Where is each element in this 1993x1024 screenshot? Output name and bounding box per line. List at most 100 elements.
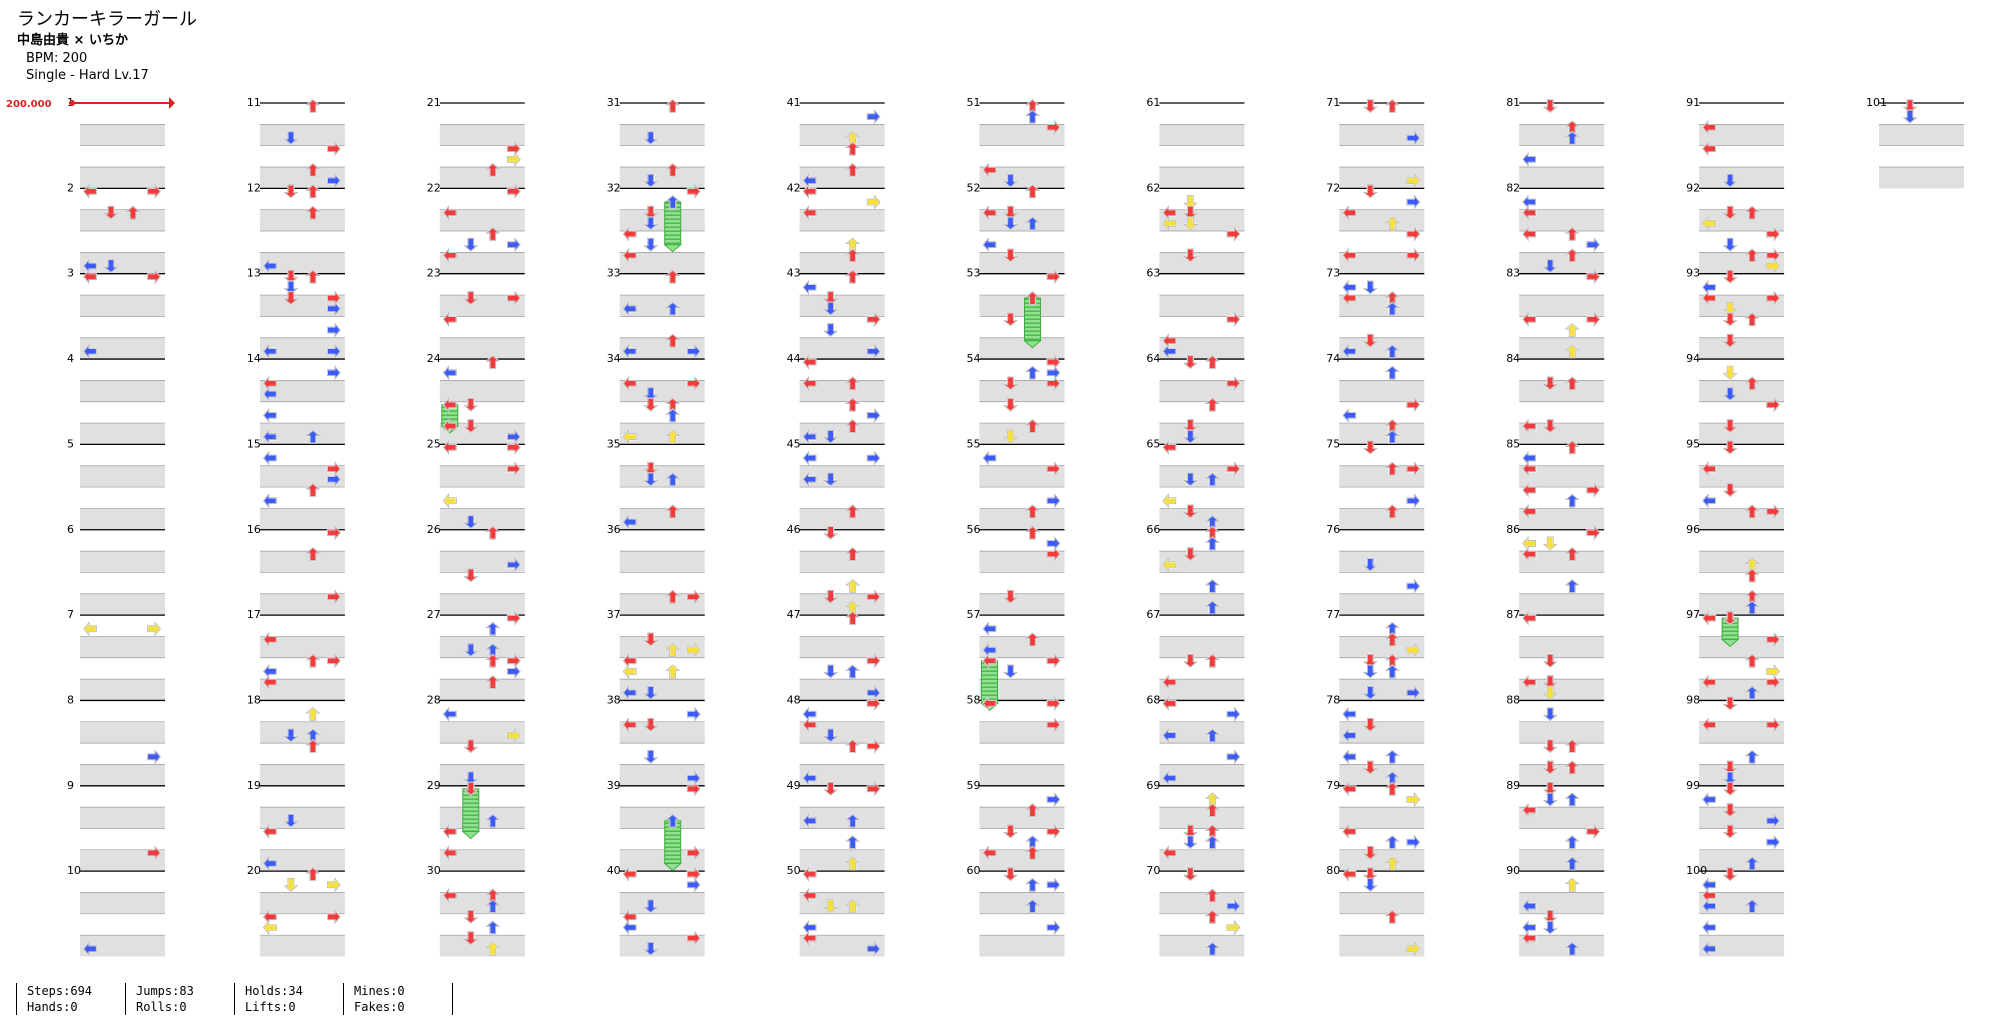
left-arrow-icon: [802, 920, 817, 935]
measure-number: 7: [67, 608, 74, 621]
measure-number: 15: [247, 437, 261, 450]
measure: [1699, 699, 1785, 786]
right-arrow-icon: [506, 290, 521, 306]
measure-number: 43: [787, 267, 801, 280]
right-arrow-icon: [326, 589, 341, 605]
right-arrow-icon: [686, 344, 701, 359]
measure: [1699, 443, 1785, 530]
up-arrow-icon: [665, 194, 681, 210]
up-arrow-icon: [1564, 856, 1580, 871]
right-arrow-icon: [1406, 194, 1421, 210]
down-arrow-icon: [1362, 440, 1378, 455]
left-arrow-icon: [1701, 493, 1717, 509]
measure: [619, 102, 705, 189]
left-arrow-icon: [1162, 674, 1177, 690]
down-arrow-icon: [643, 216, 659, 231]
measure: [80, 358, 165, 445]
left-arrow-icon: [802, 706, 817, 722]
down-arrow-icon: [283, 130, 299, 146]
measure: [619, 273, 705, 360]
left-arrow-icon: [262, 493, 277, 509]
left-arrow-icon: [1522, 461, 1537, 477]
left-arrow-icon: [802, 205, 817, 221]
left-arrow-icon: [1342, 205, 1357, 221]
right-arrow-icon: [506, 461, 521, 477]
left-arrow-icon: [1701, 674, 1717, 690]
up-arrow-icon: [485, 162, 501, 178]
left-arrow-icon: [1342, 248, 1357, 263]
right-arrow-icon: [1046, 653, 1061, 669]
up-arrow-icon: [1205, 941, 1220, 956]
stat-steps: Steps:694: [27, 984, 93, 998]
measure-number: 28: [427, 693, 441, 706]
right-arrow-icon: [1406, 493, 1421, 509]
down-arrow-icon: [1722, 760, 1738, 775]
up-arrow-icon: [665, 162, 681, 178]
down-arrow-icon: [643, 472, 659, 487]
measure-number: 25: [427, 437, 441, 450]
right-arrow-icon: [686, 184, 701, 199]
right-arrow-icon: [866, 408, 881, 423]
right-arrow-icon: [1226, 312, 1241, 327]
measure: [1519, 614, 1605, 701]
left-arrow-icon: [442, 440, 457, 455]
left-arrow-icon: [82, 344, 98, 359]
right-arrow-icon: [506, 610, 521, 626]
left-arrow-icon: [262, 408, 277, 423]
left-arrow-icon: [442, 888, 457, 903]
up-arrow-icon: [1564, 760, 1580, 775]
left-arrow-icon: [802, 813, 817, 829]
right-arrow-icon: [866, 344, 881, 359]
measure: [439, 187, 525, 274]
measure-number: 71: [1326, 96, 1340, 109]
measure-number: 101: [1866, 96, 1887, 109]
up-arrow-icon: [305, 546, 321, 562]
measure: [1159, 273, 1245, 360]
left-arrow-icon: [802, 770, 817, 786]
measure-number: 23: [427, 267, 441, 280]
down-arrow-icon: [1542, 781, 1558, 796]
right-arrow-icon: [326, 344, 341, 359]
measure-number: 14: [247, 352, 261, 365]
left-arrow-icon: [622, 866, 637, 882]
measure-number: 56: [967, 523, 981, 536]
down-arrow-icon: [1183, 824, 1198, 839]
right-arrow-icon: [326, 525, 341, 541]
measure-number: 50: [787, 864, 801, 877]
stat-holds: Holds:34: [245, 984, 303, 998]
measure-number: 78: [1326, 693, 1340, 706]
hold-note: [663, 201, 683, 253]
down-arrow-icon: [1362, 333, 1378, 348]
right-arrow-icon: [1226, 461, 1241, 477]
measure: [80, 529, 165, 616]
right-arrow-icon: [326, 365, 341, 381]
measure: [1699, 785, 1785, 872]
right-arrow-icon: [1046, 461, 1061, 477]
up-arrow-icon: [1564, 226, 1580, 242]
measure-number: 74: [1326, 352, 1340, 365]
stats-col-3: Holds:34 Lifts:0: [234, 983, 343, 1015]
measure-number: 97: [1686, 608, 1700, 621]
down-arrow-icon: [283, 184, 299, 199]
left-arrow-icon: [262, 674, 277, 690]
left-arrow-icon: [442, 397, 457, 413]
left-arrow-icon: [1522, 546, 1537, 562]
up-arrow-icon: [1384, 749, 1400, 764]
right-arrow-icon: [146, 269, 162, 285]
measure: [979, 870, 1065, 957]
measure: [1339, 529, 1425, 616]
up-arrow-icon: [665, 269, 681, 284]
up-arrow-icon: [665, 301, 681, 316]
measure-number: 68: [1146, 693, 1160, 706]
measure-number: 80: [1326, 864, 1340, 877]
up-arrow-icon: [1025, 184, 1040, 199]
right-arrow-icon: [686, 376, 701, 391]
measure: [259, 358, 345, 445]
up-arrow-icon: [1205, 472, 1220, 487]
left-arrow-icon: [622, 717, 637, 733]
measure: [1339, 102, 1425, 189]
measure: [1159, 443, 1245, 530]
down-arrow-icon: [1542, 920, 1558, 935]
up-arrow-icon: [485, 813, 501, 828]
measure: [1159, 614, 1245, 701]
